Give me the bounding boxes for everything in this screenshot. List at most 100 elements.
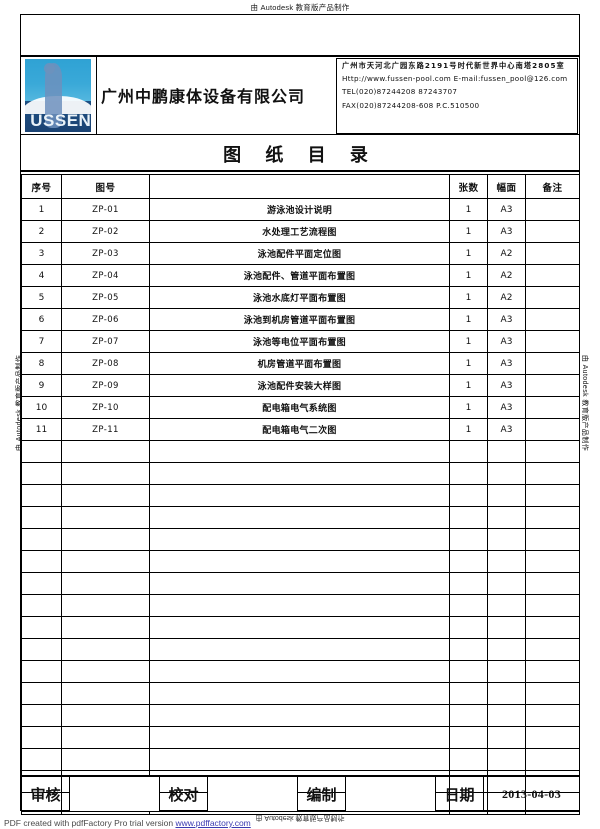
empty-cell [149,440,450,463]
column-header-qty: 张数 [449,174,488,199]
logo-divider [96,57,97,135]
table-row-empty[interactable] [21,550,580,573]
row-note [525,396,580,419]
row-note [525,308,580,331]
table-row[interactable]: 5 ZP-05 泳池水底灯平面布置图 1 A2 [21,286,580,309]
compile-value-field[interactable] [345,777,436,812]
row-qty: 1 [449,352,488,375]
table-row-empty[interactable] [21,506,580,529]
row-no: 4 [21,264,62,287]
table-row-empty[interactable] [21,462,580,485]
empty-cell [21,594,62,617]
empty-cell [449,462,488,485]
empty-cell [525,704,580,727]
row-note [525,352,580,375]
logo-graphic: USSEN [25,59,91,132]
table-row-empty[interactable] [21,638,580,661]
table-row-empty[interactable] [21,572,580,595]
row-note [525,198,580,221]
row-note [525,374,580,397]
row-code: ZP-10 [61,396,150,419]
empty-cell [21,682,62,705]
empty-cell [525,550,580,573]
empty-cell [61,440,150,463]
column-header-code: 图号 [61,174,150,199]
empty-cell [149,660,450,683]
table-row[interactable]: 3 ZP-03 泳池配件平面定位图 1 A2 [21,242,580,265]
empty-cell [149,484,450,507]
empty-cell [525,748,580,771]
empty-cell [61,660,150,683]
table-row-empty[interactable] [21,484,580,507]
row-name: 泳池配件平面定位图 [149,242,450,265]
table-row[interactable]: 10 ZP-10 配电箱电气系统图 1 A3 [21,396,580,419]
table-row-empty[interactable] [21,440,580,463]
empty-cell [449,660,488,683]
row-code: ZP-07 [61,330,150,353]
row-qty: 1 [449,374,488,397]
autodesk-watermark-right: 由 Autodesk 教育版产品制作 [581,354,588,452]
row-note [525,242,580,265]
empty-cell [525,682,580,705]
table-body: 1 ZP-01 游泳池设计说明 1 A3 2 ZP-02 水处理工艺流程图 1 A3 3 ZP-03 泳… [21,198,580,815]
page-title: 图 纸 目 录 [223,145,377,166]
table-row[interactable]: 4 ZP-04 泳池配件、管道平面布置图 1 A2 [21,264,580,287]
empty-cell [525,660,580,683]
company-fax: FAX(020)87244208-608 P.C.510500 [342,100,480,110]
table-row-empty[interactable] [21,594,580,617]
empty-cell [525,506,580,529]
column-header-no: 序号 [21,174,62,199]
company-logo: USSEN [21,57,96,135]
table-row-empty[interactable] [21,704,580,727]
check-value-field[interactable] [207,777,298,812]
pdffactory-link[interactable]: www.pdffactory.com [175,818,251,828]
empty-cell [149,572,450,595]
table-row-empty[interactable] [21,682,580,705]
table-row[interactable]: 6 ZP-06 泳池到机房管道平面布置图 1 A3 [21,308,580,331]
logo-wordmark: USSEN [30,111,91,131]
row-no: 5 [21,286,62,309]
table-row-empty[interactable] [21,748,580,771]
company-address: 广州市天河北广园东路2191号时代新世界中心南塔2805室 [342,61,565,70]
table-row[interactable]: 7 ZP-07 泳池等电位平面布置图 1 A3 [21,330,580,353]
row-no: 6 [21,308,62,331]
table-row[interactable]: 11 ZP-11 配电箱电气二次图 1 A3 [21,418,580,441]
empty-cell [21,704,62,727]
row-qty: 1 [449,242,488,265]
table-row[interactable]: 8 ZP-08 机房管道平面布置图 1 A3 [21,352,580,375]
row-no: 2 [21,220,62,243]
table-header-row: 序号 图号 张数 幅面 备注 [21,174,580,199]
empty-cell [487,748,526,771]
table-row-empty[interactable] [21,528,580,551]
row-size: A2 [487,242,526,265]
row-qty: 1 [449,330,488,353]
row-note [525,286,580,309]
empty-cell [61,550,150,573]
empty-cell [149,682,450,705]
empty-cell [525,638,580,661]
row-name: 水处理工艺流程图 [149,220,450,243]
table-row-empty[interactable] [21,726,580,749]
row-qty: 1 [449,264,488,287]
empty-cell [525,462,580,485]
row-size: A3 [487,374,526,397]
row-name: 机房管道平面布置图 [149,352,450,375]
row-name: 泳池配件、管道平面布置图 [149,264,450,287]
table-row[interactable]: 1 ZP-01 游泳池设计说明 1 A3 [21,198,580,221]
row-size: A2 [487,286,526,309]
table-row-empty[interactable] [21,616,580,639]
empty-cell [61,682,150,705]
row-no: 7 [21,330,62,353]
row-code: ZP-03 [61,242,150,265]
empty-cell [525,484,580,507]
document-title-band: 图 纸 目 录 [21,135,579,172]
table-row[interactable]: 9 ZP-09 泳池配件安装大样图 1 A3 [21,374,580,397]
review-value-field[interactable] [69,777,160,812]
empty-cell [487,726,526,749]
empty-cell [487,550,526,573]
row-no: 3 [21,242,62,265]
table-row-empty[interactable] [21,660,580,683]
autodesk-watermark-top: 由 Autodesk 教育版产品制作 [250,3,350,12]
empty-cell [525,616,580,639]
table-row[interactable]: 2 ZP-02 水处理工艺流程图 1 A3 [21,220,580,243]
